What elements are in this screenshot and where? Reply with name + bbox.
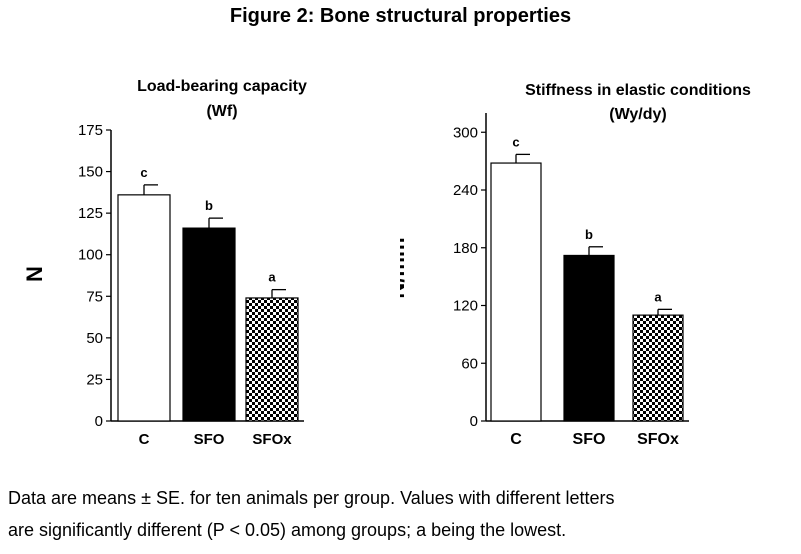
st-category-label-sfo: SFO [573,431,606,448]
chart-stiffness-svg: Stiffness in elastic conditions (Wy/dy) N/… [400,82,751,448]
caption-line-2: are significantly different (P < 0.05) a… [8,520,567,540]
lb-y-tick-label-0: 0 [95,413,103,430]
lb-category-label-c: C [139,431,150,448]
lb-y-tick-label-6: 150 [78,164,103,181]
st-bar-sfo [563,254,615,422]
st-chart-title: Stiffness in elastic conditions [525,82,751,99]
st-y-tick-label-3: 180 [453,240,478,257]
lb-chart-subtitle: (Wf) [206,103,237,120]
lb-letter-sfox: a [268,270,276,285]
lb-category-label-sfo: SFO [194,431,225,448]
st-bar-sfox [632,314,684,422]
lb-y-tick-label-7: 175 [78,122,103,139]
lb-bar-sfo [182,227,236,422]
lb-y-tick-label-1: 25 [86,371,103,388]
st-y-tick-label-5: 300 [453,124,478,141]
lb-y-tick-label-3: 75 [86,288,103,305]
lb-y-tick-label-4: 100 [78,247,103,264]
lb-letter-sfo: b [205,198,213,213]
st-letter-sfo: b [585,227,593,242]
st-chart-subtitle: (Wy/dy) [609,106,666,123]
lb-bar-c [117,194,171,422]
lb-category-label-sfox: SFOx [252,431,292,448]
st-category-label-sfox: SFOx [637,431,679,448]
figure-title: Figure 2: Bone structural properties [229,5,572,27]
st-category-label-c: C [510,431,522,448]
lb-y-tick-label-5: 125 [78,205,103,222]
chart-load-bearing: Load-bearing capacity (Wf) N 0 25 50 75 100 125 1… [0,60,400,460]
lb-y-axis-label: N [22,266,47,282]
st-letter-sfox: a [654,289,662,304]
lb-chart-title: Load-bearing capacity [137,78,307,95]
lb-letter-c: c [140,165,147,180]
st-y-tick-label-0: 0 [470,413,478,430]
st-letter-c: c [512,134,519,149]
figure-caption: Data are means ± SE. for ten animals per… [8,482,793,546]
chart-load-bearing-svg: Load-bearing capacity (Wf) N 0 25 50 75 100 125 1… [22,78,307,448]
st-bar-c [490,162,542,422]
st-y-tick-label-4: 240 [453,182,478,199]
st-y-axis-label: N/mm [400,237,409,298]
chart-stiffness: Stiffness in elastic conditions (Wy/dy) N/… [400,60,801,460]
caption-line-1: Data are means ± SE. for ten animals per… [8,488,615,508]
lb-bar-sfox [245,297,299,422]
lb-y-tick-label-2: 50 [86,330,103,347]
st-y-tick-label-1: 60 [461,355,478,372]
st-y-tick-label-2: 120 [453,298,478,315]
